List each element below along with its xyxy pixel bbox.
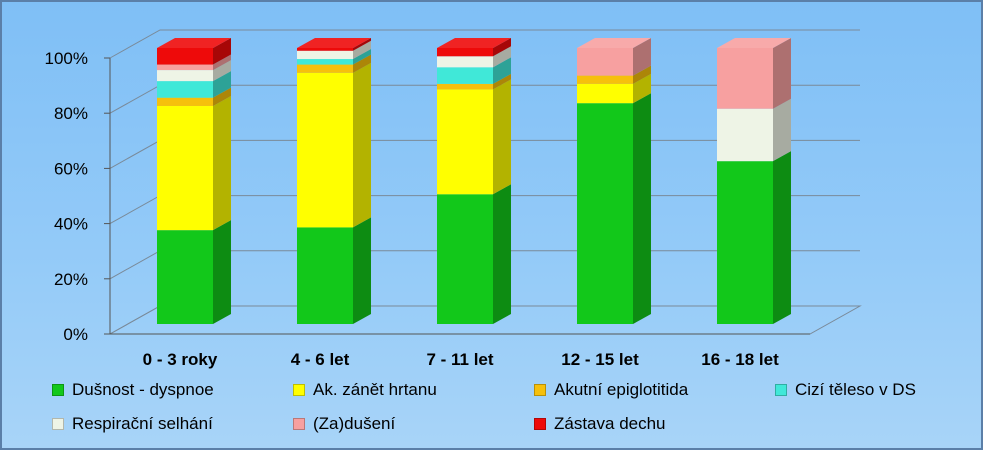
bar-side-2-ak-z-n-t-hrtanu [493,79,511,195]
bar-side-0-du-nost-dyspnoe [213,220,231,324]
bar-side-0-z-stava-dechu [213,38,231,65]
bar-side-0-ciz-t-leso-v-ds [213,71,231,98]
bar-side-1-ciz-t-leso-v-ds [353,49,371,65]
bar-0-ak-z-n-t-hrtanu [157,105,213,231]
bar-side-3--za-du-en- [633,38,651,76]
bar-3--za-du-en- [577,48,633,76]
y-tick-label: 40% [54,215,88,234]
bar-4-du-nost-dyspnoe [717,161,773,324]
bar-0-ciz-t-leso-v-ds [157,81,213,98]
bar-1-z-stava-dechu [297,48,353,51]
bar-0-akutn-epiglotitida [157,97,213,106]
bar-side-3-akutn-epiglotitida [633,65,651,84]
bar-0--za-du-en- [157,64,213,71]
bar-1-ciz-t-leso-v-ds [297,59,353,65]
bar-side-3-du-nost-dyspnoe [633,93,651,324]
bar-top-1 [297,38,371,48]
bar-2-ak-z-n-t-hrtanu [437,89,493,195]
bar-side-4-du-nost-dyspnoe [773,151,791,324]
bar-1-du-nost-dyspnoe [297,227,353,324]
bar-4-respira-n-selh-n- [717,108,773,162]
gridline [109,29,860,59]
bar-2-du-nost-dyspnoe [437,194,493,324]
bar-4--za-du-en- [717,48,773,109]
bar-3-ak-z-n-t-hrtanu [577,83,633,104]
bar-1-ak-z-n-t-hrtanu [297,72,353,228]
x-tick-label: 12 - 15 let [561,350,639,369]
bar-top-4 [717,38,791,48]
bar-1-akutn-epiglotitida [297,64,353,73]
x-tick-label: 16 - 18 let [701,350,779,369]
bar-2-respira-n-selh-n- [437,56,493,68]
bar-side-1-respira-n-selh-n- [353,40,371,60]
bar-1-respira-n-selh-n- [297,50,353,60]
bar-2-akutn-epiglotitida [437,83,493,90]
x-tick-label: 4 - 6 let [291,350,350,369]
bar-side-2-z-stava-dechu [493,38,511,57]
bar-2-z-stava-dechu [437,48,493,57]
bar-2-ciz-t-leso-v-ds [437,67,493,84]
y-tick-label: 20% [54,270,88,289]
bar-side-2-du-nost-dyspnoe [493,184,511,324]
bar-side-1-z-stava-dechu [353,38,371,51]
bar-side-1-ak-z-n-t-hrtanu [353,62,371,228]
bar-side-0-akutn-epiglotitida [213,87,231,106]
x-tick-label: 7 - 11 let [426,350,493,369]
y-tick-label: 0% [63,325,88,344]
y-tick-label: 60% [54,159,88,178]
bar-side-2-akutn-epiglotitida [493,73,511,90]
bar-0-z-stava-dechu [157,48,213,65]
bar-side-0-respira-n-selh-n- [213,60,231,82]
bar-top-0 [157,38,231,48]
bar-side-0-ak-z-n-t-hrtanu [213,95,231,231]
bar-0-du-nost-dyspnoe [157,230,213,324]
bar-top-2 [437,38,511,48]
y-tick-label: 100% [45,49,88,68]
bar-3-akutn-epiglotitida [577,75,633,84]
bar-side-4--za-du-en- [773,38,791,109]
y-tick-label: 80% [54,104,88,123]
bar-side-3-ak-z-n-t-hrtanu [633,73,651,104]
bar-side-2-ciz-t-leso-v-ds [493,57,511,84]
bar-3-du-nost-dyspnoe [577,103,633,324]
x-tick-label: 0 - 3 roky [143,350,218,369]
bar-side-1-du-nost-dyspnoe [353,217,371,324]
bar-side-4-respira-n-selh-n- [773,98,791,162]
bar-side-0--za-du-en- [213,54,231,71]
bar-0-respira-n-selh-n- [157,70,213,82]
bar-side-1-akutn-epiglotitida [353,54,371,73]
bar-top-3 [577,38,651,48]
bar-side-2-respira-n-selh-n- [493,46,511,68]
